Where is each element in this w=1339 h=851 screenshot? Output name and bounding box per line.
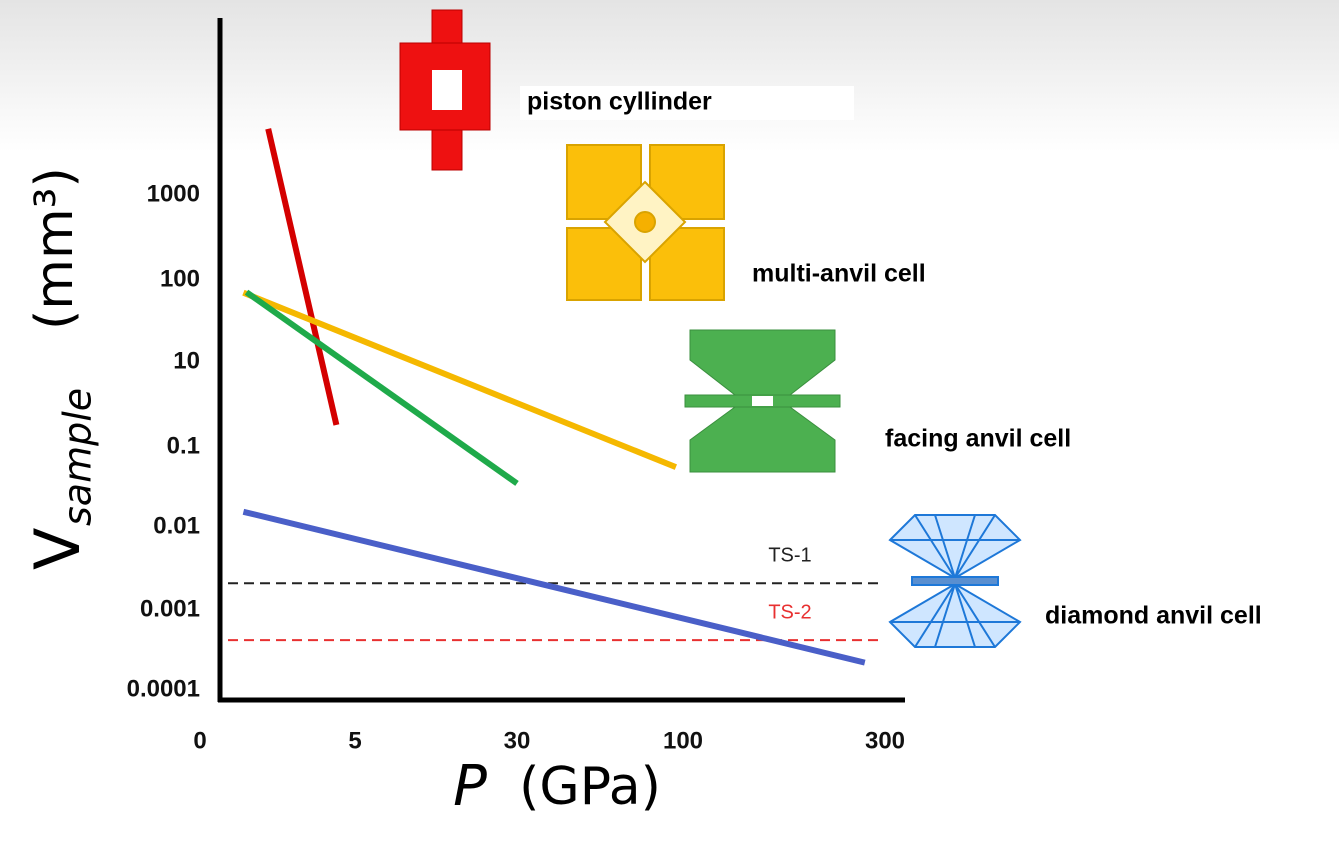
series-label: piston cyllinder — [527, 88, 712, 116]
series-label: diamond anvil cell — [1045, 602, 1262, 630]
x-tick-label: 30 — [504, 727, 531, 754]
series-label: facing anvil cell — [885, 425, 1071, 453]
x-label: P — [453, 754, 487, 819]
background — [0, 0, 1339, 846]
y-label-sub: sample — [56, 388, 100, 526]
y-label: V — [21, 528, 94, 570]
x-tick-label: 0 — [193, 727, 206, 754]
x-tick-label: 100 — [663, 727, 703, 754]
y-tick-label: 0.001 — [140, 595, 200, 622]
chart: P (GPa) V sample (mm³) 05301003001000100… — [0, 0, 1339, 846]
y-tick-label: 1000 — [147, 180, 200, 207]
y-tick-label: 0.1 — [167, 432, 200, 459]
x-label-unit: (GPa) — [519, 757, 661, 817]
series-label: multi-anvil cell — [752, 260, 926, 288]
x-tick-label: 300 — [865, 727, 905, 754]
y-tick-label: 0.0001 — [127, 675, 200, 702]
y-label-unit: (mm³) — [25, 167, 85, 330]
y-tick-label: 10 — [173, 347, 200, 374]
y-tick-label: 100 — [160, 265, 200, 292]
y-tick-label: 0.01 — [153, 512, 200, 539]
x-tick-label: 5 — [348, 727, 361, 754]
reference-label: TS-1 — [768, 545, 811, 567]
reference-label: TS-2 — [768, 601, 811, 623]
facing-anvil-icon — [685, 330, 840, 472]
